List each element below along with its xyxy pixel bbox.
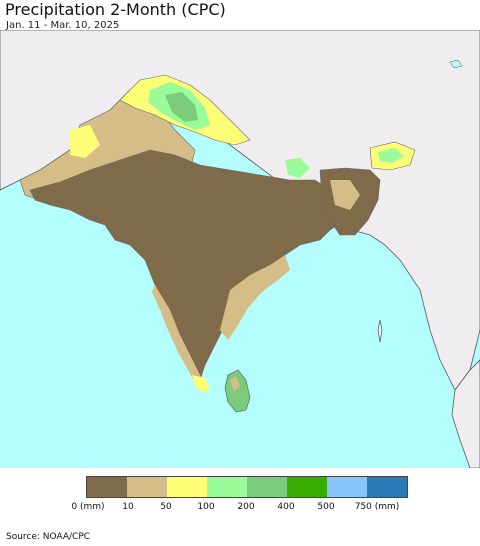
- legend-label-0: 0 (mm): [71, 502, 105, 512]
- legend-label-7: 750 (mm): [354, 502, 400, 512]
- map-subtitle: Jan. 11 - Mar. 10, 2025: [6, 20, 120, 31]
- legend-label-2: 50: [160, 502, 172, 512]
- legend-label-3: 100: [197, 502, 215, 512]
- outside-land-southeast: [451, 359, 480, 468]
- legend-swatch-0: [87, 477, 127, 497]
- region-bangladesh-tan: [330, 180, 360, 210]
- region-nepal-green: [285, 158, 310, 178]
- precipitation-map: [0, 30, 480, 468]
- andaman-islands: [377, 319, 383, 343]
- legend-swatch-3: [207, 477, 247, 497]
- legend-swatch-6: [327, 477, 367, 497]
- legend-label-5: 400: [277, 502, 295, 512]
- region-northeast-green: [378, 148, 404, 163]
- lake-northeast: [449, 59, 463, 69]
- legend-swatch-7: [367, 477, 407, 497]
- source-credit: Source: NOAA/CPC: [6, 532, 91, 542]
- map-title: Precipitation 2-Month (CPC): [5, 0, 226, 19]
- legend-color-bar: [86, 476, 408, 498]
- region-himalaya-darkgreen: [165, 92, 198, 122]
- legend-swatch-2: [167, 477, 207, 497]
- legend-swatch-5: [287, 477, 327, 497]
- legend-labels: 0 (mm) 10 50 100 200 400 500 750 (mm): [0, 502, 480, 516]
- region-northwest-yellow: [70, 125, 100, 158]
- region-southwest-coast: [152, 285, 205, 388]
- region-south-tip-yellow: [192, 375, 210, 393]
- legend-swatch-4: [247, 477, 287, 497]
- legend-swatch-1: [127, 477, 167, 497]
- legend-label-4: 200: [237, 502, 255, 512]
- legend-label-1: 10: [122, 502, 134, 512]
- legend-label-6: 500: [317, 502, 335, 512]
- region-southeast-coast: [220, 255, 290, 340]
- sri-lanka-tan: [230, 376, 240, 392]
